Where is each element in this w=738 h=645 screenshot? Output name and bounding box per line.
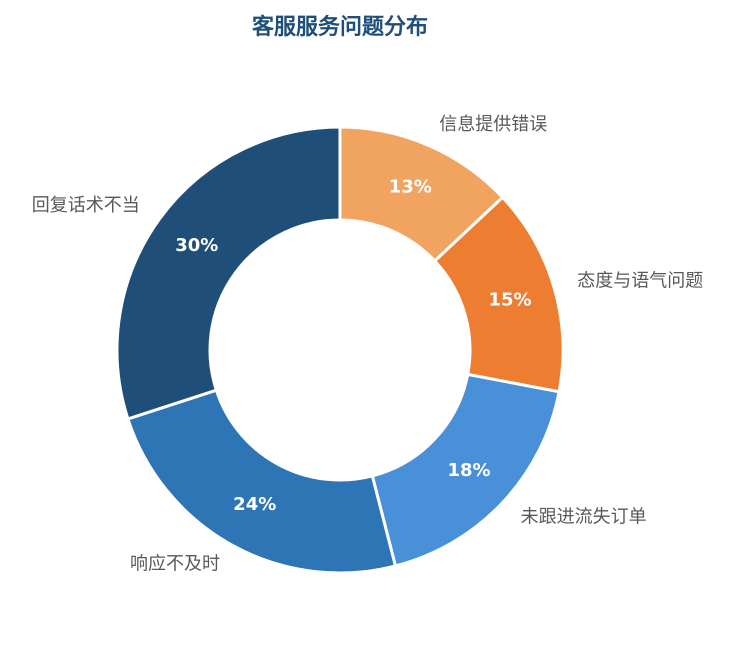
slice-value-label: 15% — [488, 290, 531, 311]
slice-category-label: 未跟进流失订单 — [521, 507, 647, 528]
slice-value-label: 24% — [233, 494, 276, 515]
donut-slice — [126, 388, 398, 575]
slice-category-label: 信息提供错误 — [439, 114, 547, 135]
donut-slice — [370, 372, 561, 568]
slice-category-label: 回复话术不当 — [32, 195, 140, 216]
donut-slice — [115, 125, 342, 421]
slice-category-label: 响应不及时 — [130, 554, 220, 575]
slice-value-label: 30% — [175, 235, 218, 256]
slice-value-label: 18% — [447, 460, 490, 481]
chart-title: 客服服务问题分布 — [252, 14, 428, 40]
slice-value-label: 13% — [389, 177, 432, 198]
slice-category-label: 态度与语气问题 — [577, 271, 703, 292]
